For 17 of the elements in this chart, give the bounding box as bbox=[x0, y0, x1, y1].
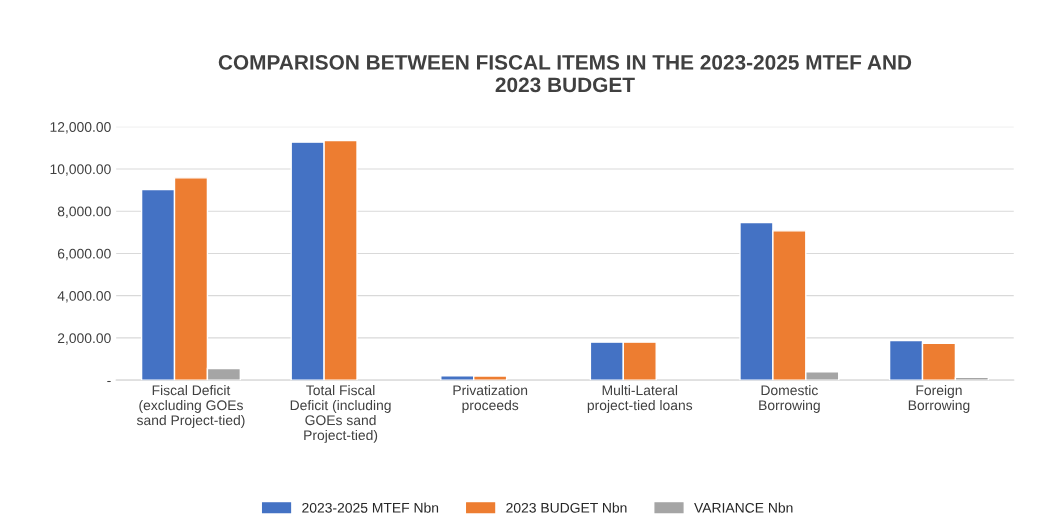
x-tick-label: Multi-Lateral project-tied loans bbox=[587, 385, 693, 413]
legend-label: 2023 BUDGET Nbn bbox=[506, 502, 627, 513]
legend-label: VARIANCE Nbn bbox=[694, 502, 793, 513]
legend-label: 2023-2025 MTEF Nbn bbox=[302, 502, 439, 513]
x-tick-label: Fiscal Deficit (excluding GOEs sand Project-tied) bbox=[136, 385, 245, 428]
x-tick-label: Total Fiscal Deficit (including GOEs sand Project-tied) bbox=[290, 385, 391, 443]
y-tick-label: 2,000.00 bbox=[57, 333, 111, 345]
x-tick-label: Foreign Borrowing bbox=[908, 385, 970, 413]
y-tick-label: 4,000.00 bbox=[57, 291, 111, 303]
y-tick-label: - bbox=[107, 380, 111, 383]
y-tick-label: 8,000.00 bbox=[57, 206, 111, 219]
x-tick-label: Privatization proceeds bbox=[453, 385, 528, 413]
y-tick-label: 6,000.00 bbox=[57, 248, 111, 261]
chart-title: COMPARISON BETWEEN FISCAL ITEMS IN THE 2023-2025 MTEF AND 2023 BUDGET bbox=[218, 55, 912, 93]
y-tick-label: 10,000.00 bbox=[50, 164, 111, 176]
x-tick-label: Domestic Borrowing bbox=[759, 385, 820, 413]
y-tick-label: 12,000.00 bbox=[50, 122, 111, 134]
